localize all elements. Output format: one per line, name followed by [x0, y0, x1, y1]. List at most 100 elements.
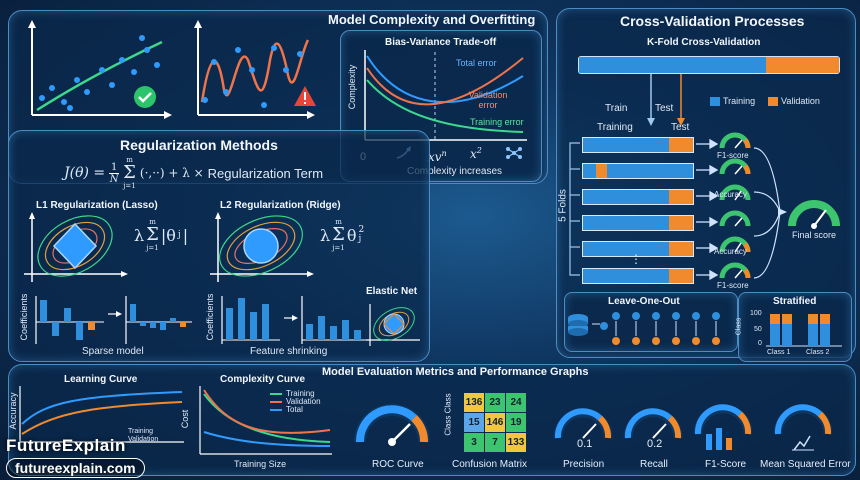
symbol-x2: x2 — [470, 146, 482, 161]
precision-gauge — [553, 408, 613, 439]
complexity-legend-validation: Validation — [286, 397, 321, 406]
cm-cell: 19 — [506, 413, 526, 432]
overfit-plot — [194, 20, 316, 119]
fold-bar-6 — [582, 268, 694, 284]
fold-gauges — [719, 132, 751, 279]
l2-contour-plot — [210, 212, 314, 282]
cm-cell: 24 — [506, 393, 526, 412]
aggregation-lines — [753, 147, 787, 279]
fold-bar-3 — [582, 189, 694, 205]
symbol-xvn: xvn — [428, 149, 447, 164]
class1-label: Class 1 — [767, 349, 791, 356]
confusion-matrix: 136 23 24 15 146 19 3 7 133 — [464, 393, 526, 452]
train-label: Train — [605, 103, 628, 114]
final-score-label: Final score — [792, 230, 837, 240]
tick-100: 100 — [750, 310, 762, 317]
total-error-label: Total error — [456, 58, 497, 68]
shrinking-coeff-chart — [221, 296, 366, 344]
kfold-top-bar — [578, 56, 840, 74]
cm-cell: 23 — [485, 393, 505, 412]
brand-name: FutureExplain — [6, 436, 126, 455]
complexity-legend-total: Total — [286, 405, 303, 414]
underfit-plot — [28, 20, 172, 119]
cost-axis: Cost — [180, 409, 190, 429]
elastic-net-plot — [366, 304, 420, 346]
class2-label: Class 2 — [806, 349, 830, 356]
l1-contour-plot — [24, 212, 128, 282]
training-error-label: Training error — [470, 117, 524, 127]
mse-label: Mean Squared Error — [760, 459, 851, 470]
learning-training-label: Training — [128, 428, 154, 435]
fold-bar-2 — [582, 163, 694, 179]
stratified-box — [738, 292, 852, 362]
fold-metric-f1-b: F1-score — [717, 281, 749, 290]
test-label: Test — [655, 103, 674, 114]
final-score-gauge — [788, 200, 840, 229]
fold-bar-5 — [582, 241, 694, 257]
complexity-legend-training: Training — [286, 389, 315, 398]
l1-coeff-axis: Coefficients — [19, 293, 29, 341]
brand-url[interactable]: futureexplain.com — [6, 458, 145, 478]
mse-gauge — [773, 404, 833, 451]
tick-50: 50 — [754, 326, 762, 333]
l2-title: L2 Regularization (Ridge) — [220, 200, 341, 211]
l1-title: L1 Regularization (Lasso) — [36, 200, 158, 211]
cm-cell: 3 — [464, 433, 484, 452]
elastic-net-title: Elastic Net — [366, 286, 418, 297]
roc-gauge — [354, 404, 430, 446]
loo-title: Leave-One-Out — [608, 296, 680, 307]
training-size-label: Training Size — [234, 459, 287, 469]
sparse-model-label: Sparse model — [82, 346, 144, 357]
precision-label: Precision — [563, 459, 605, 470]
cm-class-axis: Class Class — [443, 393, 453, 436]
loo-box — [564, 292, 738, 352]
kfold-title: K-Fold Cross-Validation — [647, 37, 761, 48]
precision-value: 0.1 — [577, 438, 593, 450]
recall-value: 0.2 — [647, 438, 663, 450]
sparse-coeff-chart — [35, 296, 192, 344]
learning-curve-title: Learning Curve — [64, 374, 138, 385]
feature-shrinking-label: Feature shrinking — [250, 346, 328, 357]
train-arrow — [647, 74, 655, 126]
learning-validation-label: Validation — [128, 436, 159, 443]
fold-bar-4 — [582, 215, 694, 231]
class-axis-label: Class — [735, 317, 743, 336]
test-arrow — [677, 74, 685, 126]
legend-validation-label: Validation — [781, 96, 820, 106]
test-label-2: Test — [671, 122, 690, 133]
folds-bracket — [569, 142, 580, 276]
fold-metric-f1-a: F1-score — [717, 151, 749, 160]
l2-coeff-axis: Coefficients — [205, 293, 215, 341]
bias-variance-title: Bias-Variance Trade-off — [385, 37, 497, 48]
cm-cell: 136 — [464, 393, 484, 412]
recall-gauge — [623, 408, 683, 439]
loo-diagram — [568, 312, 720, 345]
f1-score-label: F1-Score — [705, 459, 747, 470]
complexity-increases-label: Complexity increases — [407, 166, 503, 177]
cross-validation-title: Cross-Validation Processes — [620, 13, 805, 29]
brand-badge: FutureExplain futureexplain.com — [6, 436, 145, 478]
evaluation-title: Model Evaluation Metrics and Performance… — [322, 366, 589, 378]
learning-curve-chart — [19, 386, 184, 443]
cm-cell: 133 — [506, 433, 526, 452]
legend-training-label: Training — [723, 96, 756, 106]
tick-0: 0 — [758, 340, 762, 347]
recall-label: Recall — [640, 459, 668, 470]
complexity-curve-title: Complexity Curve — [220, 374, 306, 385]
cm-cell: 15 — [464, 413, 484, 432]
f1-gauge — [693, 404, 753, 450]
fold-metric-acc-b: Accuracy — [714, 247, 747, 256]
confusion-matrix-label: Confusion Matrix — [452, 459, 528, 470]
legend-training-swatch — [710, 97, 720, 106]
stratified-chart — [766, 314, 842, 347]
model-complexity-title: Model Complexity and Overfitting — [328, 12, 536, 27]
bias-variance-chart — [364, 50, 527, 141]
training-label-2: Training — [597, 122, 633, 133]
validation-error-label: Validation error — [468, 90, 508, 110]
legend-validation-swatch — [768, 97, 778, 106]
fold-metric-acc-a: Accuracy — [714, 190, 747, 199]
fold-ellipsis: ⋮ — [630, 252, 642, 266]
network-icon — [506, 147, 522, 159]
